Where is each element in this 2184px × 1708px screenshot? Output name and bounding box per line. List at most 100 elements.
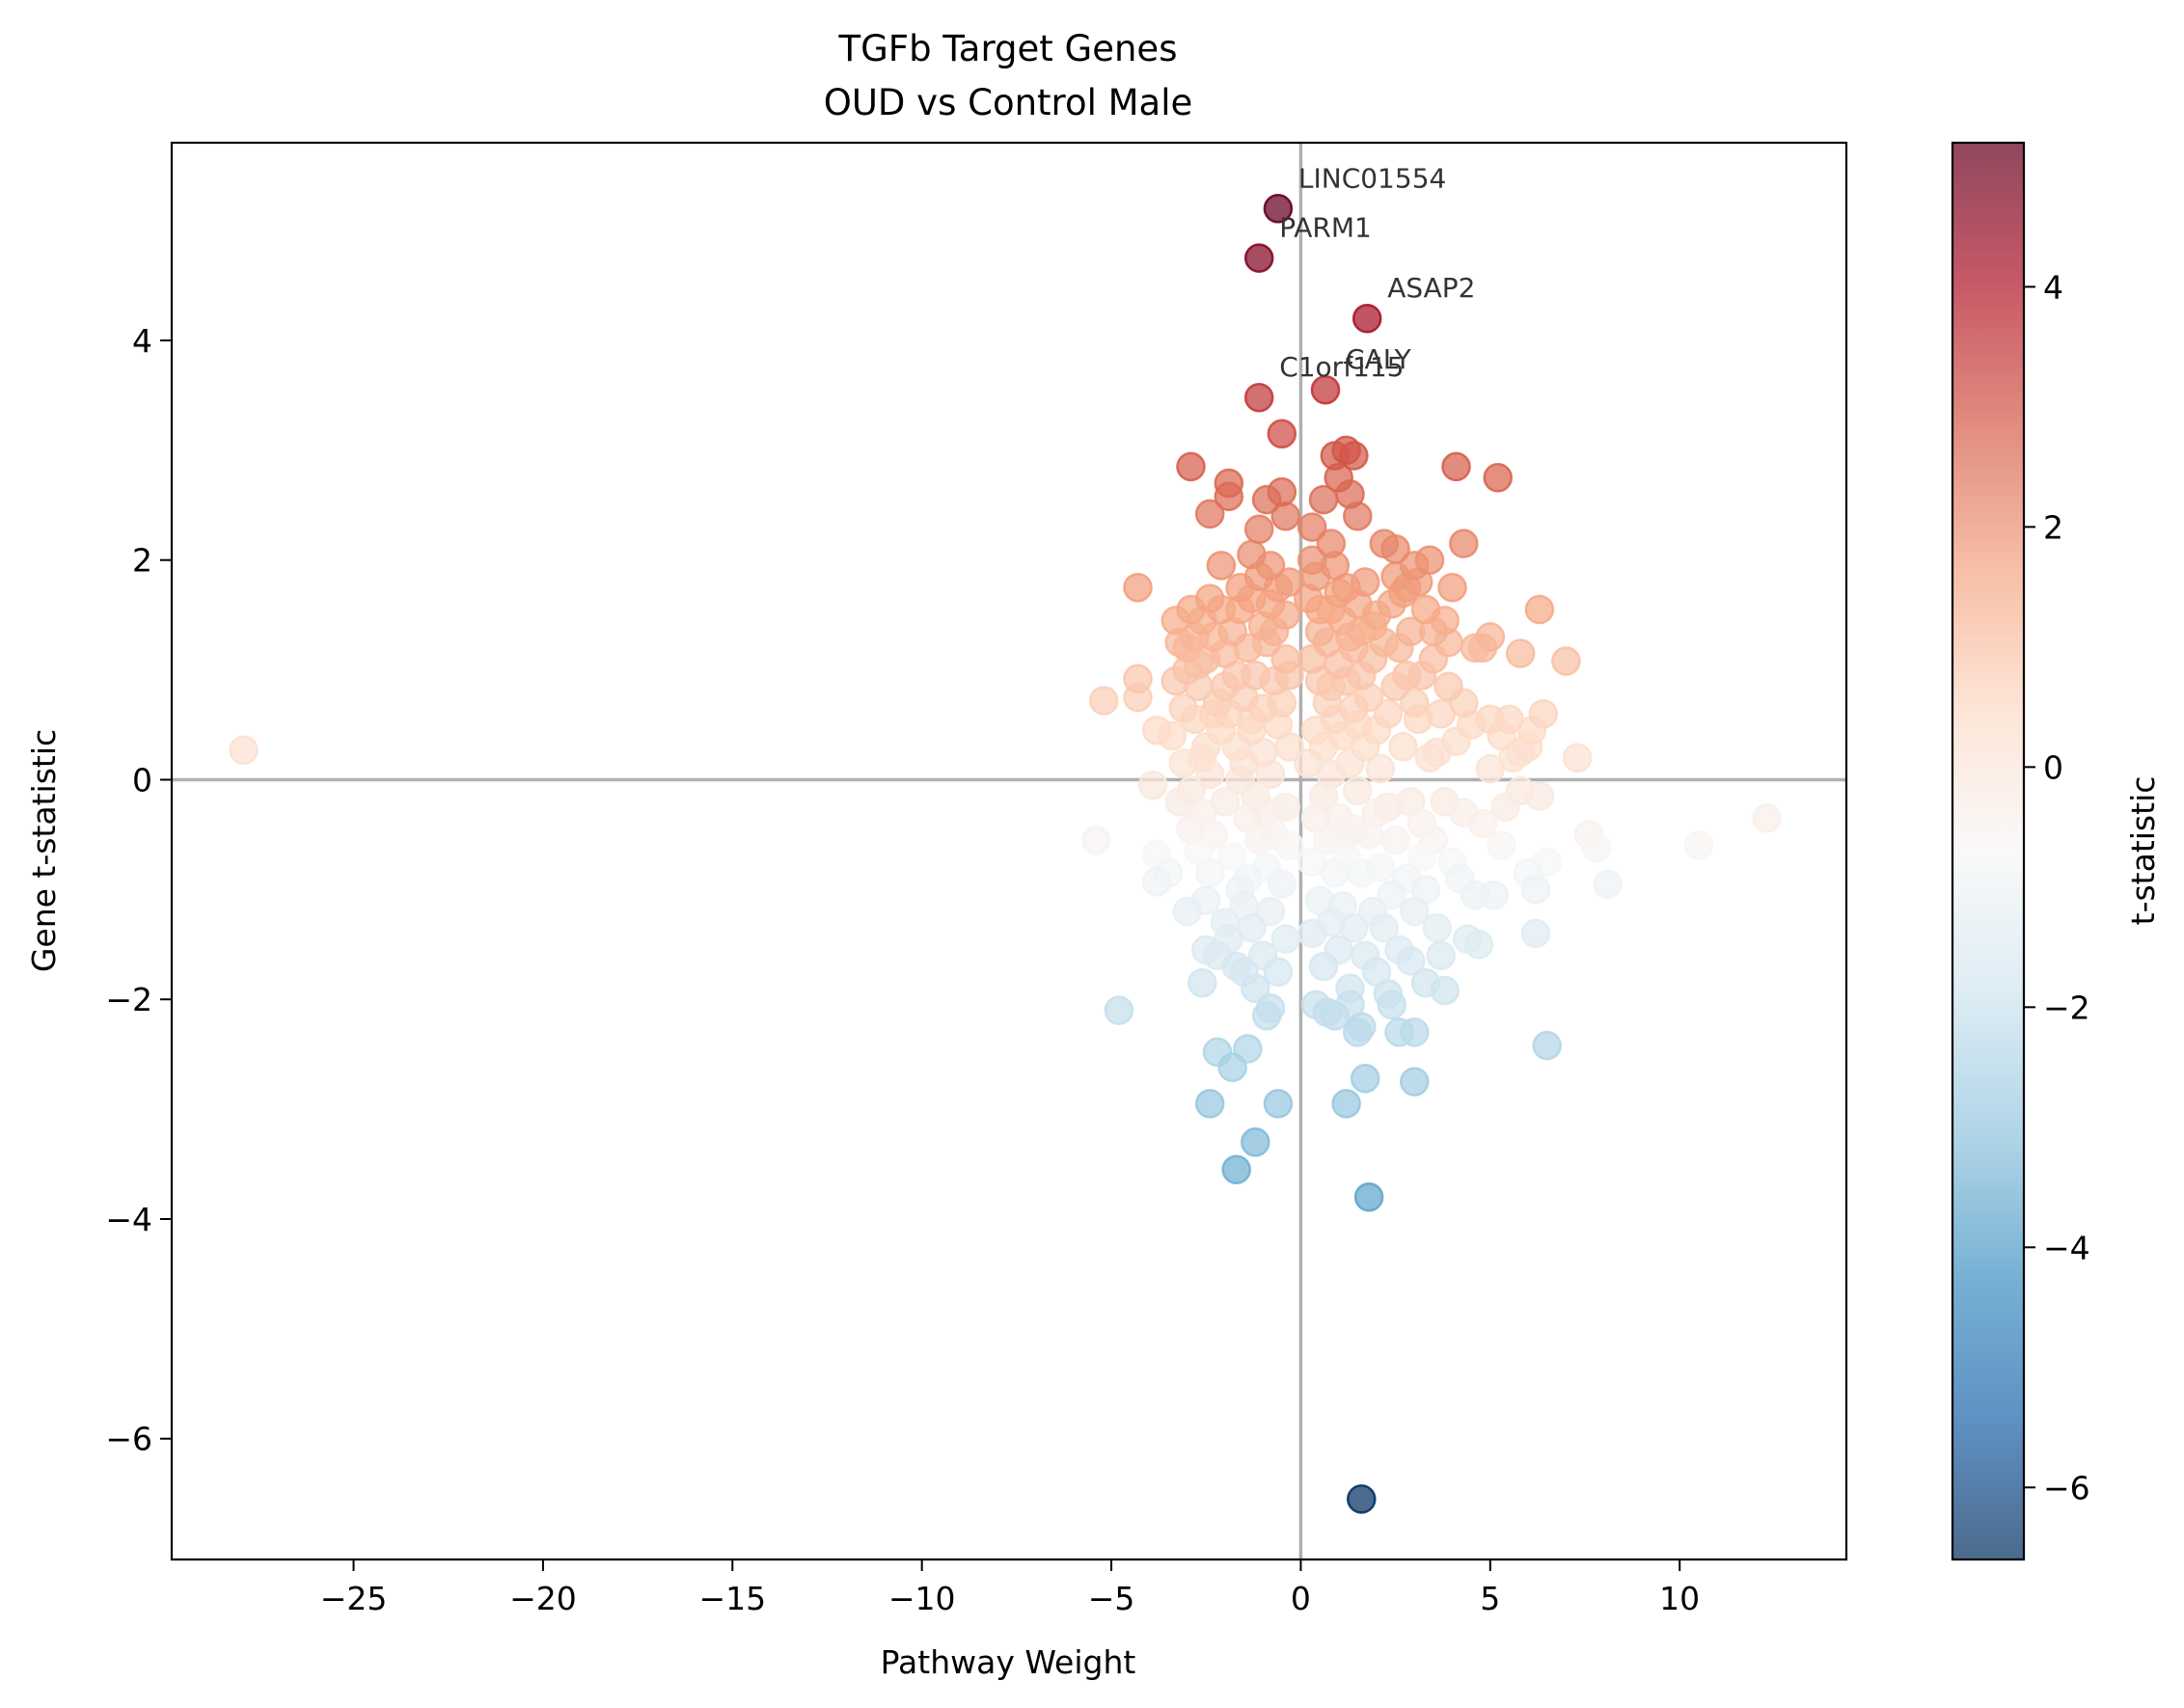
data-point	[1524, 781, 1555, 811]
data-points	[229, 194, 1782, 1514]
data-point	[1410, 594, 1441, 625]
data-point	[1123, 572, 1153, 603]
data-point	[1331, 1089, 1361, 1119]
data-point	[1400, 688, 1430, 718]
data-point	[1396, 946, 1426, 976]
point-annotation: ASAP2	[1387, 272, 1475, 304]
data-point	[1479, 880, 1509, 910]
data-point	[1369, 912, 1400, 943]
data-point	[1430, 975, 1460, 1006]
data-point	[1274, 830, 1304, 861]
point-annotation: LINC01554	[1298, 162, 1446, 194]
data-point	[1194, 583, 1225, 613]
data-point	[1123, 664, 1153, 693]
data-point	[1353, 1181, 1384, 1212]
y-tick-label: −4	[105, 1201, 152, 1238]
data-point	[1194, 1089, 1225, 1119]
data-point	[1406, 841, 1437, 872]
data-point	[1316, 529, 1347, 558]
data-point	[1377, 990, 1406, 1020]
data-point	[1343, 775, 1373, 806]
chart-subtitle: OUD vs Control Male	[824, 82, 1193, 123]
data-point	[1297, 512, 1327, 542]
data-point	[1255, 896, 1286, 927]
x-tick-label: −10	[888, 1580, 956, 1617]
data-point	[1168, 693, 1198, 723]
data-point	[1369, 529, 1400, 558]
data-point	[1551, 646, 1581, 676]
x-axis: −25 −20 −15 −10 −5 0 5 10	[320, 1559, 1700, 1617]
data-point	[1088, 686, 1119, 716]
y-tick-label: 2	[132, 542, 152, 580]
data-point	[1396, 616, 1426, 646]
colorbar-tick-label: 0	[2043, 748, 2063, 786]
y-tick-label: −6	[105, 1421, 152, 1458]
data-point	[1422, 912, 1453, 943]
point-annotation: PARM1	[1279, 212, 1372, 244]
data-point	[1214, 468, 1244, 499]
x-tick-label: −15	[698, 1580, 766, 1617]
data-point	[1467, 808, 1498, 839]
data-point	[1524, 594, 1555, 625]
data-point	[1137, 770, 1168, 800]
data-point	[1243, 243, 1274, 273]
data-point	[1487, 830, 1516, 861]
data-point	[1343, 1017, 1373, 1047]
x-tick-label: 5	[1480, 1580, 1500, 1617]
data-point	[1437, 572, 1467, 603]
y-axis-label: Gene t-statistic	[25, 729, 63, 972]
data-point	[1141, 867, 1172, 897]
x-axis-label: Pathway Weight	[881, 1643, 1136, 1681]
data-point	[1241, 1127, 1270, 1157]
x-tick-label: −5	[1088, 1580, 1135, 1617]
data-point	[1243, 382, 1274, 413]
data-point	[1581, 832, 1612, 863]
data-point	[1347, 858, 1377, 888]
data-point	[1176, 451, 1206, 482]
data-point	[1310, 374, 1341, 405]
data-point	[1194, 499, 1225, 529]
data-point	[1331, 435, 1361, 466]
data-point	[1426, 940, 1456, 970]
data-point	[1400, 1067, 1430, 1097]
data-point	[1221, 1154, 1251, 1184]
data-point	[1505, 638, 1536, 668]
data-point	[1441, 451, 1471, 482]
data-point	[1365, 753, 1396, 784]
colorbar-tick-label: −6	[2043, 1469, 2090, 1506]
data-point	[1320, 858, 1351, 888]
data-point	[1463, 930, 1494, 960]
data-point	[229, 735, 259, 765]
data-point	[1351, 303, 1382, 334]
colorbar-tick-label: 2	[2043, 508, 2063, 546]
data-point	[1532, 1030, 1562, 1061]
data-point	[1475, 704, 1506, 735]
data-point	[1267, 476, 1297, 507]
data-point	[1141, 715, 1172, 746]
data-point	[1217, 841, 1247, 872]
chart-title: TGFb Target Genes	[838, 28, 1178, 69]
data-point	[1188, 967, 1217, 998]
data-point	[1263, 957, 1294, 988]
y-tick-label: −2	[105, 981, 152, 1018]
data-point	[1414, 545, 1445, 575]
data-point	[1388, 732, 1418, 762]
point-annotation: CALY	[1346, 343, 1412, 375]
data-point	[1263, 1089, 1294, 1119]
data-point	[1297, 918, 1327, 949]
data-point	[1267, 419, 1297, 449]
data-point	[1752, 803, 1782, 833]
data-point	[1251, 1001, 1282, 1031]
data-point	[1172, 896, 1202, 927]
plot-border	[170, 141, 1848, 1561]
data-point	[1237, 539, 1267, 570]
data-point	[1243, 825, 1274, 855]
data-point	[1433, 671, 1463, 701]
data-point	[1373, 698, 1404, 729]
data-point	[1312, 825, 1343, 855]
data-point	[1243, 514, 1274, 545]
colorbar-tick-label: −4	[2043, 1229, 2090, 1266]
data-point	[1308, 951, 1339, 982]
y-tick-label: 0	[132, 761, 152, 799]
